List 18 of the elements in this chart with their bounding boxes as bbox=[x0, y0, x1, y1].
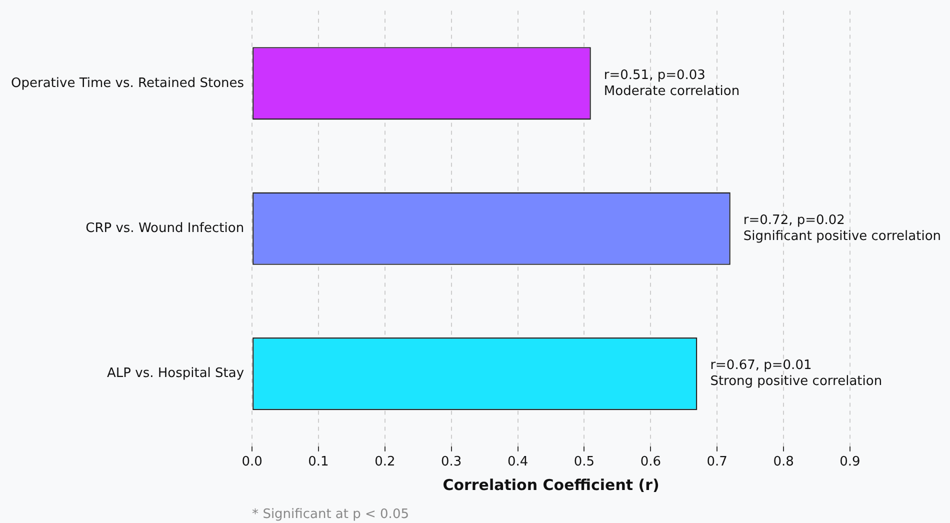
y-tick-label: CRP vs. Wound Infection bbox=[86, 220, 244, 236]
text: * Significant at p < 0.05 bbox=[252, 506, 409, 522]
x-tick-label: 0.5 bbox=[574, 454, 595, 470]
x-tick-label: 0.7 bbox=[706, 454, 728, 470]
annotation: r=0.67, p=0.01 Strong positive correlation bbox=[710, 358, 882, 390]
annotation: r=0.51, p=0.03 Moderate correlation bbox=[604, 68, 740, 99]
x-tick-label: 0.1 bbox=[308, 454, 329, 470]
x-tick-label: 0.4 bbox=[507, 454, 528, 470]
x-tick-label: 0.6 bbox=[640, 454, 662, 470]
x-tick-label: 0.3 bbox=[441, 454, 462, 470]
y-tick-label: ALP vs. Hospital Stay bbox=[107, 366, 244, 382]
x-axis-title: Correlation Coefficient (r) bbox=[442, 476, 660, 494]
x-tick-label: 0.0 bbox=[242, 454, 262, 470]
annotation: r=0.72, p=0.02 Significant positive correlation bbox=[743, 212, 942, 244]
x-tick-label: 0.9 bbox=[840, 454, 860, 470]
y-tick-label: Operative Time vs. Retained Stones bbox=[11, 76, 244, 91]
x-tick-label: 0.8 bbox=[773, 454, 794, 470]
x-tick-label: 0.2 bbox=[374, 454, 396, 470]
